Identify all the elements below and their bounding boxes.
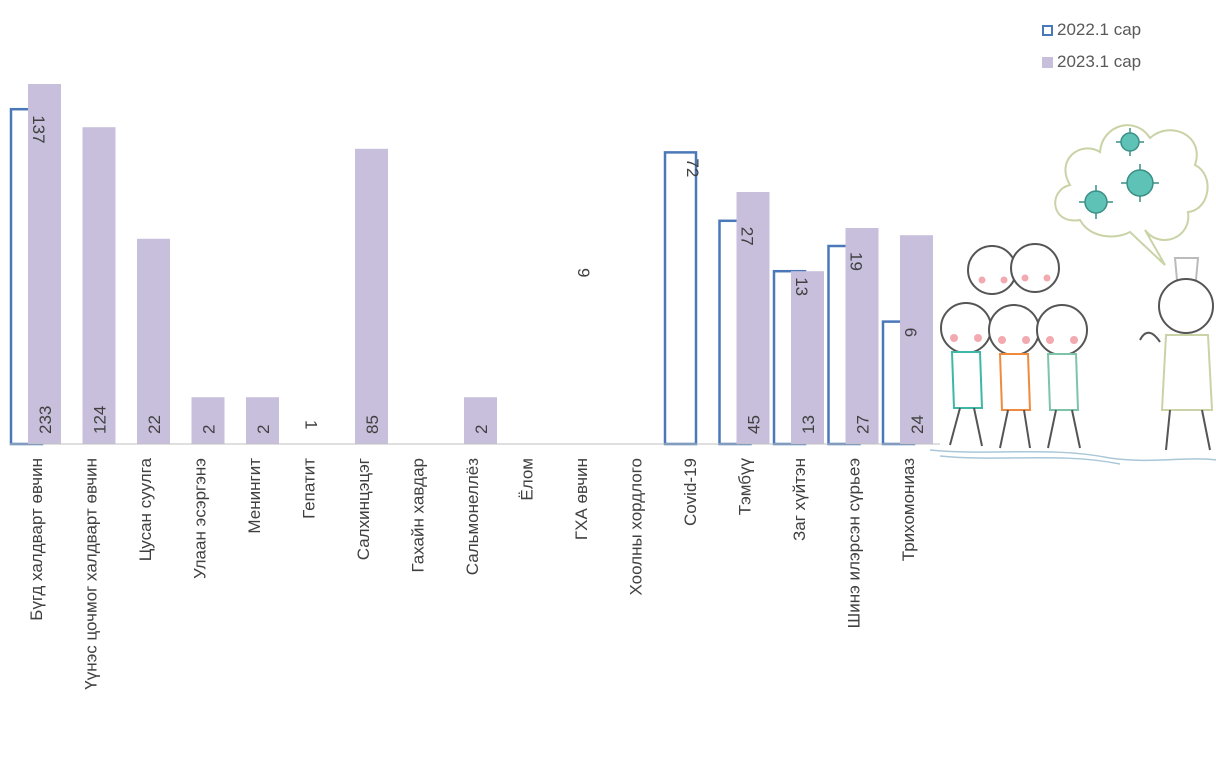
bar-2023-6 <box>355 148 388 445</box>
category-label-3: Улаан эсэргэнэ <box>191 458 210 579</box>
category-label-6: Салхинцэцэг <box>354 458 373 560</box>
value-label-2023-1: 124 <box>91 406 110 434</box>
bar-2023-14 <box>791 271 824 444</box>
bar-2023-3 <box>191 397 225 444</box>
bar-2023-13 <box>736 192 770 444</box>
value-label-2023-8: 2 <box>472 425 491 434</box>
bar-2023-0 <box>28 84 61 444</box>
legend-item-2023: 2023.1 сар <box>1042 46 1141 78</box>
category-label-1: Үүнэс цочмог халдварт өвчин <box>82 458 101 690</box>
bar-2023-8 <box>464 397 497 444</box>
doctor-icon <box>1139 257 1214 451</box>
virus-icon <box>1079 128 1159 219</box>
category-label-5: Гепатит <box>300 458 319 519</box>
bars-group <box>9 84 933 446</box>
value-label-2022-16: 6 <box>901 328 920 337</box>
value-label-2022-14: 13 <box>792 277 811 296</box>
ground-scribble-icon <box>930 449 1216 465</box>
value-label-2023-0: 233 <box>36 406 55 434</box>
legend-label-2022: 2022.1 сар <box>1057 20 1142 39</box>
value-label-2023-14: 13 <box>799 415 818 434</box>
category-label-9: Ёлом <box>518 458 537 501</box>
category-label-10: ГХА өвчин <box>572 458 591 540</box>
value-label-2023-13: 45 <box>745 415 764 434</box>
bar-2023-15 <box>845 228 879 444</box>
legend-swatch-2023 <box>1042 56 1053 68</box>
bar-2023-4 <box>246 397 279 444</box>
bar-2023-16 <box>900 235 933 444</box>
category-label-13: Тэмбүү <box>736 458 755 516</box>
value-label-2023-4: 2 <box>254 425 273 434</box>
category-label-16: Трихомониаз <box>899 458 918 561</box>
category-label-4: Менингит <box>245 458 264 534</box>
category-label-7: Гахайн хавдар <box>409 458 428 573</box>
value-label-2022-13: 27 <box>738 227 757 246</box>
illustration-children-doctor-virus <box>930 124 1216 465</box>
children-icon <box>940 243 1088 449</box>
legend-label-2023: 2023.1 сар <box>1057 52 1142 71</box>
bar-2023-2 <box>137 238 170 444</box>
category-label-12: Covid-19 <box>681 458 700 526</box>
bar-2022-12 <box>663 151 698 446</box>
category-label-8: Сальмонеллёз <box>463 458 482 575</box>
category-label-0: Бүгд халдварт өвчин <box>27 458 46 621</box>
value-label-2023-15: 27 <box>854 415 873 434</box>
category-label-14: Заг хүйтэн <box>790 458 809 541</box>
value-label-2022-10: 9 <box>574 268 593 277</box>
value-label-2022-12: 72 <box>683 158 702 177</box>
legend-item-2022: 2022.1 сар <box>1042 14 1141 46</box>
legend: 2022.1 сар 2023.1 сар <box>1042 14 1141 78</box>
category-label-2: Цусан суулга <box>136 457 155 561</box>
category-label-15: Шинэ илэрсэн сүрьеэ <box>845 458 864 628</box>
bar-2023-1 <box>82 127 116 444</box>
legend-swatch-2022 <box>1042 24 1053 36</box>
category-label-11: Хоолны хордлого <box>627 458 646 596</box>
value-label-2023-16: 24 <box>908 415 927 434</box>
value-label-2022-0: 137 <box>29 115 48 143</box>
value-label-2022-5: 1 <box>302 420 321 429</box>
value-label-2023-3: 2 <box>200 425 219 434</box>
value-label-2023-2: 22 <box>145 415 164 434</box>
cheeks-icon <box>950 274 1078 344</box>
thought-cloud-icon <box>1054 124 1209 266</box>
value-label-2022-15: 19 <box>847 252 866 271</box>
value-label-2023-6: 85 <box>363 415 382 434</box>
